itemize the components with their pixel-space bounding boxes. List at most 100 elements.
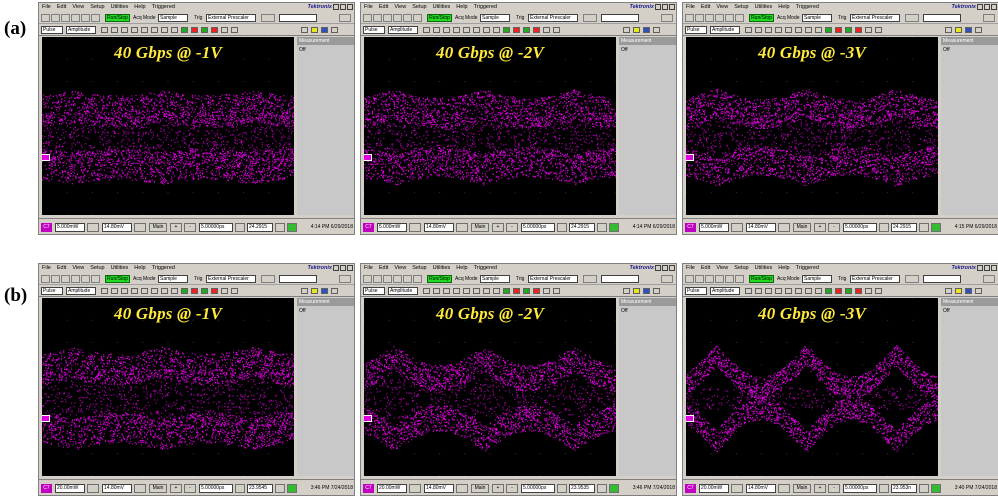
menu-item[interactable]: Edit	[379, 4, 388, 10]
display-icon[interactable]	[633, 27, 640, 33]
measure-icon[interactable]	[523, 27, 530, 33]
measure-icon[interactable]	[171, 27, 178, 33]
menu-item[interactable]: Help	[134, 4, 145, 10]
measure-icon[interactable]	[483, 27, 490, 33]
tool-icon[interactable]	[383, 14, 392, 22]
minimize-icon[interactable]	[333, 4, 339, 10]
acq-mode-select[interactable]: Sample	[480, 14, 510, 22]
time-scale-stepper[interactable]	[235, 223, 245, 232]
tool-icon[interactable]	[373, 14, 382, 22]
measure-icon[interactable]	[221, 27, 228, 33]
tool-icon[interactable]	[81, 14, 90, 22]
tool-icon[interactable]	[413, 14, 422, 22]
display-icon[interactable]	[331, 27, 338, 33]
menu-item[interactable]: Edit	[57, 4, 66, 10]
position-stepper[interactable]	[275, 223, 285, 232]
measure-icon[interactable]	[503, 27, 510, 33]
measure-icon[interactable]	[191, 27, 198, 33]
tool-icon[interactable]	[71, 14, 80, 22]
offset-field[interactable]: 14.80mV	[102, 223, 132, 232]
menu-item[interactable]: View	[72, 4, 84, 10]
measure-icon[interactable]	[433, 27, 440, 33]
tool-icon[interactable]	[51, 14, 60, 22]
measure-icon[interactable]	[141, 27, 148, 33]
run-stop-button[interactable]: Run/Stop	[427, 14, 452, 22]
run-stop-button[interactable]: Run/Stop	[105, 14, 130, 22]
menu-item[interactable]: File	[364, 4, 373, 10]
trig-select[interactable]: External Prescaler	[206, 14, 256, 22]
menu-item[interactable]: Help	[456, 4, 467, 10]
measure-icon[interactable]	[443, 27, 450, 33]
measure-icon[interactable]	[493, 27, 500, 33]
measure-icon[interactable]	[543, 27, 550, 33]
temperature-icon[interactable]	[287, 223, 297, 232]
measure-icon[interactable]	[131, 27, 138, 33]
eye-sample	[139, 146, 141, 148]
acq-mode-select[interactable]: Sample	[158, 14, 188, 22]
measure-icon[interactable]	[473, 27, 480, 33]
menu-item[interactable]: Setup	[90, 4, 104, 10]
channel-button[interactable]: C7	[41, 223, 52, 232]
display-icon[interactable]	[653, 27, 660, 33]
close-icon[interactable]	[669, 4, 675, 10]
menu-item[interactable]: Setup	[412, 4, 426, 10]
measure-icon[interactable]	[463, 27, 470, 33]
tool-icon[interactable]	[91, 14, 100, 22]
maximize-icon[interactable]	[662, 4, 668, 10]
display-icon[interactable]	[643, 27, 650, 33]
display-icon[interactable]	[311, 27, 318, 33]
measure-type-select[interactable]: Amplitude	[388, 26, 418, 34]
measure-icon[interactable]	[423, 27, 430, 33]
measure-icon[interactable]	[121, 27, 128, 33]
measure-icon[interactable]	[151, 27, 158, 33]
help-icon[interactable]	[339, 14, 351, 22]
measure-icon[interactable]	[181, 27, 188, 33]
position-field[interactable]: 24.2915	[247, 223, 273, 232]
menu-item[interactable]: Utilities	[433, 4, 451, 10]
trigger-slope-icon[interactable]	[583, 14, 597, 22]
menu-item[interactable]: Utilities	[111, 4, 129, 10]
tool-icon[interactable]	[363, 14, 372, 22]
menu-item[interactable]: Triggered	[152, 4, 175, 10]
menu-item[interactable]: Triggered	[474, 4, 497, 10]
scale-stepper[interactable]	[87, 223, 99, 232]
minimize-icon[interactable]	[655, 4, 661, 10]
measure-icon[interactable]	[211, 27, 218, 33]
trig-select[interactable]: External Prescaler	[528, 14, 578, 22]
help-icon[interactable]	[661, 14, 673, 22]
display-icon[interactable]	[301, 27, 308, 33]
zoom-out-icon[interactable]: -	[184, 223, 196, 232]
trigger-level-field[interactable]	[601, 14, 639, 22]
tool-icon[interactable]	[403, 14, 412, 22]
measure-type-select[interactable]: Amplitude	[66, 26, 96, 34]
measure-icon[interactable]	[453, 27, 460, 33]
measure-icon[interactable]	[231, 27, 238, 33]
menu-item[interactable]: View	[394, 4, 406, 10]
measure-icon[interactable]	[513, 27, 520, 33]
measure-icon[interactable]	[101, 27, 108, 33]
zoom-in-icon[interactable]: +	[170, 223, 182, 232]
display-icon[interactable]	[321, 27, 328, 33]
tool-icon[interactable]	[393, 14, 402, 22]
display-icon[interactable]	[623, 27, 630, 33]
time-scale-field[interactable]: 5.00000ps	[199, 223, 233, 232]
timebase-button[interactable]: Main	[149, 223, 167, 232]
vertical-scale-field[interactable]: 5.000mW	[55, 223, 85, 232]
tool-icon[interactable]	[41, 14, 50, 22]
menu-item[interactable]: File	[42, 4, 51, 10]
measure-icon[interactable]	[553, 27, 560, 33]
channel-marker-icon[interactable]	[42, 154, 50, 161]
trigger-level-field[interactable]	[279, 14, 317, 22]
eye-sample	[293, 164, 294, 166]
measure-icon[interactable]	[111, 27, 118, 33]
measure-icon[interactable]	[533, 27, 540, 33]
tool-icon[interactable]	[61, 14, 70, 22]
measure-category-select[interactable]: Pulse	[363, 26, 385, 34]
maximize-icon[interactable]	[340, 4, 346, 10]
trigger-slope-icon[interactable]	[261, 14, 275, 22]
measure-category-select[interactable]: Pulse	[41, 26, 63, 34]
measure-icon[interactable]	[201, 27, 208, 33]
offset-stepper[interactable]	[134, 223, 146, 232]
close-icon[interactable]	[347, 4, 353, 10]
measure-icon[interactable]	[161, 27, 168, 33]
